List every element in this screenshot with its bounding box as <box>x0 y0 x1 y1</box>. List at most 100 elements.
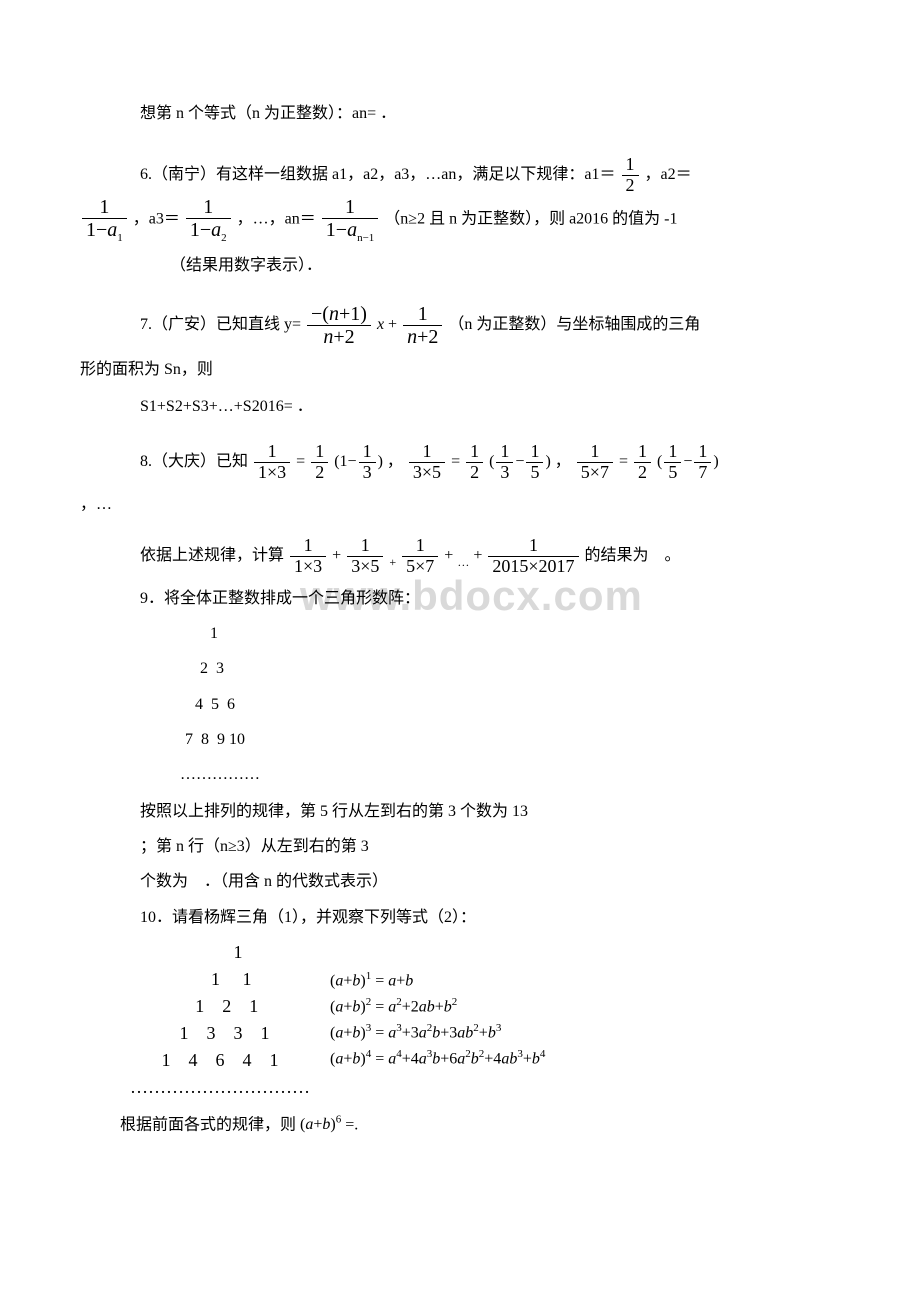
q8-dots: ，… <box>80 491 840 518</box>
frac-num: −(n+1) <box>307 303 371 326</box>
frac-num: 1 <box>488 536 578 557</box>
q8-sum-tail: 的结果为 。 <box>585 547 681 564</box>
frac-num: 1 <box>82 196 127 219</box>
q7-t1: −(n+1) n+2 <box>307 303 371 348</box>
frac-den: 2 <box>634 463 651 483</box>
q8-s1: 11×3 <box>290 536 326 577</box>
q9-r4: 7 8 9 10 <box>80 726 840 753</box>
frac-den: 2 <box>622 176 639 196</box>
q7-prefix: 7.（广安）已知直线 y= <box>80 316 301 333</box>
frac-den: 3×5 <box>347 557 383 577</box>
q7: 7.（广安）已知直线 y= −(n+1) n+2 x + 1 n+2 （n 为正… <box>80 303 840 348</box>
q6-tail: （n≥2 且 n 为正整数），则 a2016 的值为 -1 <box>384 211 677 228</box>
eq1: (a+b)1 = a+b <box>330 968 545 994</box>
q8-e2a: 13 <box>496 442 513 483</box>
frac-den: 1−a1 <box>82 219 127 244</box>
q9-l3: 个数为 ．（用含 n 的代数式表示） <box>80 868 840 895</box>
q8-e2c: 12 <box>466 442 483 483</box>
q7-l2: 形的面积为 Sn，则 <box>80 356 840 383</box>
frac-num: 1 <box>664 442 681 463</box>
frac-den: 1×3 <box>254 463 290 483</box>
frac-den: n+2 <box>403 326 442 348</box>
frac-den: 1−a2 <box>186 219 231 244</box>
q8-e3a: 15 <box>664 442 681 483</box>
frac-num: 1 <box>403 303 442 326</box>
q6-a1-frac: 1 2 <box>622 155 639 196</box>
q8-e1b: 13 <box>359 442 376 483</box>
frac-num: 1 <box>311 442 328 463</box>
yanghui-eqs: (a+b)1 = a+b (a+b)2 = a2+2ab+b2 (a+b)3 =… <box>330 968 545 1073</box>
frac-den: 3 <box>359 463 376 483</box>
frac-den: 3 <box>496 463 513 483</box>
frac-num: 1 <box>402 536 438 557</box>
frac-den: 1×3 <box>290 557 326 577</box>
q9-r5: …………… <box>80 761 840 788</box>
q7-tail: （n 为正整数）与坐标轴围成的三角 <box>448 316 700 333</box>
frac-num: 1 <box>622 155 639 176</box>
q8: 8.（大庆）已知 11×3 = 12 (1−13) ， 13×5 = 12 (1… <box>80 442 840 483</box>
q9-r1: 1 <box>80 620 840 647</box>
q7-t2: 1 n+2 <box>403 303 442 348</box>
frac-num: 1 <box>186 196 231 219</box>
frac-den: 5×7 <box>402 557 438 577</box>
frac-den: 1−an−1 <box>322 219 379 244</box>
frac-num: 1 <box>254 442 290 463</box>
frac-den: 5 <box>526 463 543 483</box>
eq4: (a+b)4 = a4+4a3b+6a2b2+4ab3+b4 <box>330 1046 545 1072</box>
frac-num: 1 <box>634 442 651 463</box>
frac-den: 5×7 <box>577 463 613 483</box>
eq3: (a+b)3 = a3+3a2b+3ab2+b3 <box>330 1020 545 1046</box>
q6: 6.（南宁）有这样一组数据 a1，a2，a3，…an，满足以下规律：a1＝ 1 … <box>80 155 840 244</box>
q6-prefix: 6.（南宁）有这样一组数据 a1，a2，a3，…an，满足以下规律：a1＝ <box>80 166 616 183</box>
q5-tail: 想第 n 个等式（n 为正整数）：an= ． <box>80 100 840 127</box>
q7-l3: S1+S2+S3+…+S2016= ． <box>80 393 840 420</box>
q9-r2: 2 3 <box>80 655 840 682</box>
eq2: (a+b)2 = a2+2ab+b2 <box>330 994 545 1020</box>
q8-e1c: 12 <box>311 442 328 483</box>
frac-num: 1 <box>359 442 376 463</box>
q6-note: （结果用数字表示）． <box>80 252 840 279</box>
q9-r3: 4 5 6 <box>80 691 840 718</box>
q8-e2b: 15 <box>526 442 543 483</box>
q8-e1l: 11×3 <box>254 442 290 483</box>
q8-s3: 15×7 <box>402 536 438 577</box>
q8-sum-prefix: 依据上述规律，计算 <box>80 547 284 564</box>
q7-x: x <box>377 316 388 333</box>
q6-an-frac: 1 1−an−1 <box>322 196 379 244</box>
q10-tail-expr: (a+b)6 <box>300 1116 341 1133</box>
q6-mid3: ，…，an＝ <box>237 211 316 228</box>
frac-den: 7 <box>694 463 711 483</box>
frac-den: 2015×2017 <box>488 557 578 577</box>
q8-e3b: 17 <box>694 442 711 483</box>
q9-title: 9．将全体正整数排成一个三角形数阵： <box>80 585 840 612</box>
frac-den: 2 <box>311 463 328 483</box>
yanghui-triangle: 1 1 1 1 2 1 1 3 3 1 1 4 6 4 1 ………………………… <box>130 939 310 1101</box>
q8-s4: 12015×2017 <box>488 536 578 577</box>
q6-a3-frac: 1 1−a2 <box>186 196 231 244</box>
frac-num: 1 <box>322 196 379 219</box>
q6-mid2: ，a3＝ <box>133 211 180 228</box>
q8-s2: 13×5 <box>347 536 383 577</box>
frac-num: 1 <box>496 442 513 463</box>
q8-e3c: 12 <box>634 442 651 483</box>
q10-tail: 根据前面各式的规律，则 (a+b)6 =. <box>80 1111 840 1139</box>
q10-tail-pre: 根据前面各式的规律，则 <box>120 1116 296 1133</box>
frac-num: 1 <box>290 536 326 557</box>
q9-l1: 按照以上排列的规律，第 5 行从左到右的第 3 个数为 13 <box>80 798 840 825</box>
q8-e3l: 15×7 <box>577 442 613 483</box>
q9-l2: ；第 n 行（n≥3）从左到右的第 3 <box>80 833 840 860</box>
q8-sum: 依据上述规律，计算 11×3 + 13×5 + 15×7 + … + 12015… <box>80 536 840 577</box>
q8-e2l: 13×5 <box>409 442 445 483</box>
q10-title: 10．请看杨辉三角（1），并观察下列等式（2）： <box>80 904 840 931</box>
q7-plus: + <box>388 316 401 333</box>
frac-den: 3×5 <box>409 463 445 483</box>
frac-den: 5 <box>664 463 681 483</box>
frac-num: 1 <box>409 442 445 463</box>
q8-prefix: 8.（大庆）已知 <box>80 453 248 470</box>
q10-tail-post: =. <box>345 1116 358 1133</box>
frac-num: 1 <box>694 442 711 463</box>
frac-den: n+2 <box>307 326 371 348</box>
frac-num: 1 <box>577 442 613 463</box>
q6-mid1: ，a2＝ <box>645 166 692 183</box>
frac-den: 2 <box>466 463 483 483</box>
